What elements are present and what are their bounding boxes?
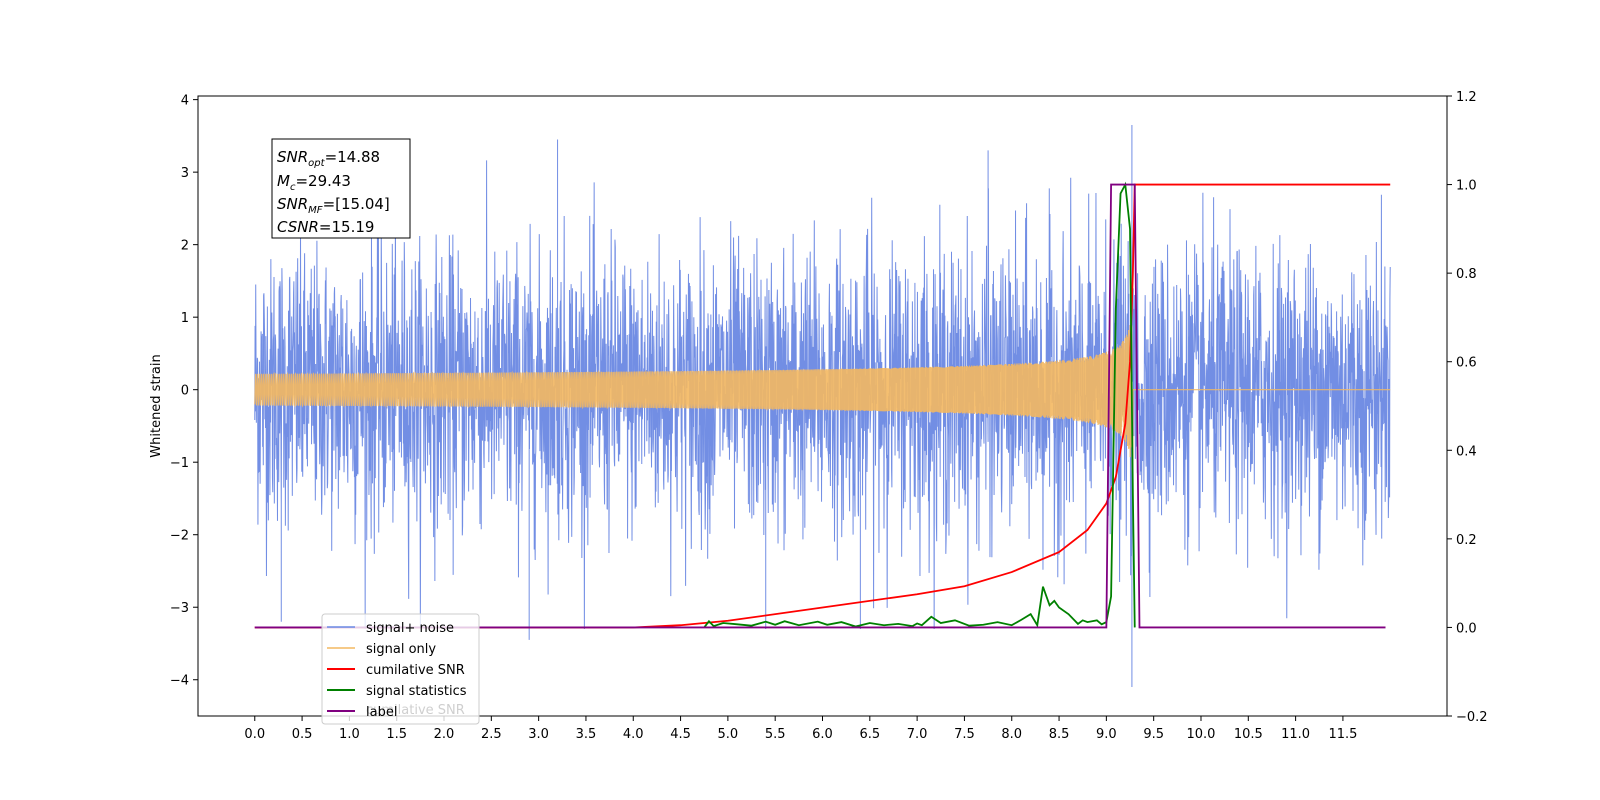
- x-tick-label: 7.0: [907, 727, 928, 742]
- x-tick-label: 1.5: [386, 727, 407, 742]
- y-axis-right: −0.2 0.0 0.2 0.4 0.6 0.8 1.0 1.2: [1447, 90, 1488, 725]
- legend: cumilative SNR signal+ noise signal only c…: [321, 613, 480, 725]
- x-tick-label: 5.5: [765, 727, 786, 742]
- x-tick-label: 0.0: [244, 727, 265, 742]
- y-tick-label: 1: [181, 311, 189, 326]
- legend-underlying-text: cumilative SNR: [366, 703, 465, 718]
- x-tick-label: 8.0: [1001, 727, 1022, 742]
- y-tick-label: −2: [170, 529, 189, 544]
- y-tick-label: 3: [181, 166, 189, 181]
- x-axis: 0.0 0.5 1.0 1.5 2.0 2.5 3.0 3.5 4.0 4.5 5.0 5.5 6.0 6…: [244, 716, 1357, 742]
- y-tick-label: 0: [181, 384, 189, 399]
- x-tick-label: 11.0: [1281, 727, 1310, 742]
- x-tick-label: 3.0: [528, 727, 549, 742]
- annotation-chirp-mass: Mc=29.43: [277, 172, 351, 193]
- series-signal-only: [254, 313, 1391, 474]
- x-tick-label: 6.0: [812, 727, 833, 742]
- series-signal-statistics: [703, 181, 1136, 628]
- y-tick-label: 4: [181, 94, 189, 109]
- x-tick-label: 10.0: [1187, 727, 1216, 742]
- y-axis-left: −4 −3 −2 −1 0 1 2 3 4: [170, 94, 198, 689]
- legend-signal-statistics-text: signal statistics: [366, 684, 467, 699]
- legend-label-text: label: [366, 705, 397, 720]
- x-tick-label: 4.5: [670, 727, 691, 742]
- legend-signal-plus-noise-text: signal+ noise: [366, 621, 454, 636]
- y2-tick-label: 0.4: [1456, 444, 1477, 459]
- x-tick-label: 2.5: [481, 727, 502, 742]
- x-tick-label: 5.0: [718, 727, 739, 742]
- x-tick-label: 2.0: [434, 727, 455, 742]
- x-tick-label: 8.5: [1049, 727, 1070, 742]
- x-tick-label: 9.5: [1143, 727, 1164, 742]
- y2-tick-label: 0.2: [1456, 533, 1477, 548]
- legend-cumulative-snr-text: cumilative SNR: [366, 663, 465, 678]
- x-tick-label: 4.0: [623, 727, 644, 742]
- y2-tick-label: 1.2: [1456, 90, 1477, 105]
- y-axis-label: Whitened strain: [149, 354, 164, 457]
- annotation-box: SNRopt=14.88 Mc=29.43 SNRMF=[15.04] CSNR…: [271, 138, 411, 239]
- x-tick-label: 6.5: [859, 727, 880, 742]
- x-tick-label: 3.5: [576, 727, 597, 742]
- series-label: [254, 183, 1386, 629]
- x-tick-label: 10.5: [1234, 727, 1263, 742]
- x-tick-label: 0.5: [292, 727, 313, 742]
- y-tick-label: −4: [170, 674, 189, 689]
- annotation-snr-mf: SNRMF=[15.04]: [277, 195, 390, 216]
- x-tick-label: 9.0: [1096, 727, 1117, 742]
- y-tick-label: −3: [170, 601, 189, 616]
- y2-tick-label: 1.0: [1456, 179, 1477, 194]
- y2-tick-label: 0.0: [1456, 621, 1477, 636]
- x-tick-label: 7.5: [954, 727, 975, 742]
- y2-tick-label: −0.2: [1456, 710, 1488, 725]
- y-tick-label: −1: [170, 456, 189, 471]
- x-tick-label: 1.0: [339, 727, 360, 742]
- series-layer: [254, 125, 1391, 687]
- legend-signal-only-text: signal only: [366, 642, 436, 657]
- y2-tick-label: 0.8: [1456, 267, 1477, 282]
- annotation-snr-opt: SNRopt=14.88: [277, 148, 380, 169]
- annotation-csnr: CSNR=15.19: [277, 218, 374, 236]
- y-tick-label: 2: [181, 239, 189, 254]
- x-tick-label: 11.5: [1328, 727, 1357, 742]
- y2-tick-label: 0.6: [1456, 356, 1477, 371]
